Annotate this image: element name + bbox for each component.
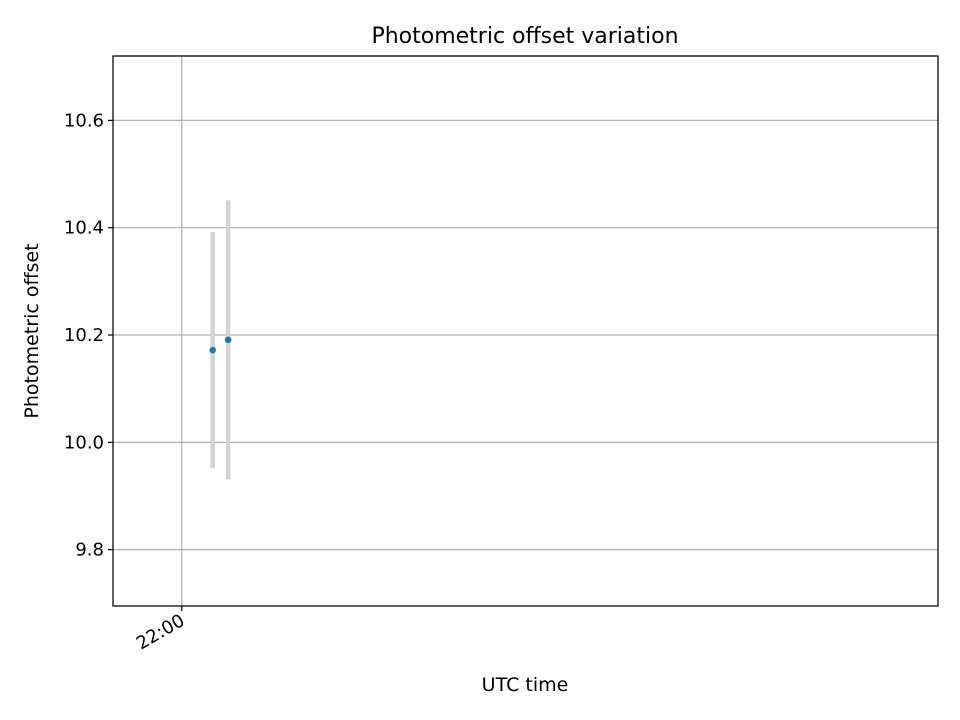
y-tick-label: 10.0 (64, 432, 104, 453)
x-axis-label: UTC time (482, 674, 569, 696)
grid (113, 56, 938, 606)
data-point (209, 346, 216, 354)
plot-frame (112, 55, 939, 607)
point-layer (209, 336, 232, 354)
y-tick-label: 10.4 (64, 218, 104, 239)
y-tick-label: 9.8 (75, 540, 104, 561)
y-axis-label: Photometric offset (21, 243, 43, 418)
chart-title: Photometric offset variation (371, 24, 678, 49)
y-tick-label: 10.2 (64, 325, 104, 346)
data-point (224, 336, 232, 344)
y-tick-label: 10.6 (64, 110, 104, 131)
